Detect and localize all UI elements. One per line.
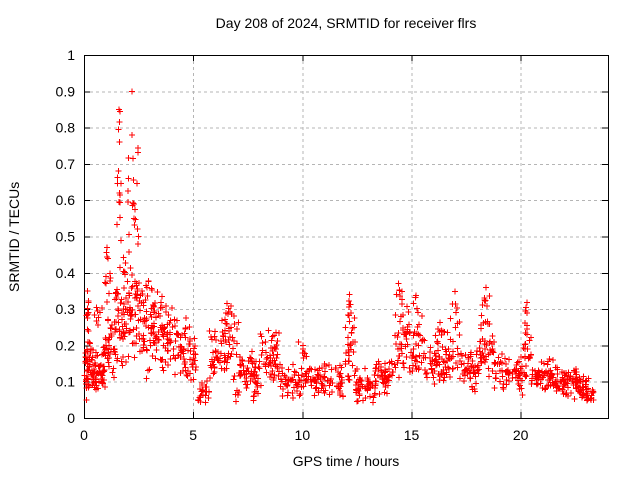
x-tick-label: 5 (189, 427, 197, 443)
y-tick-label: 0.4 (56, 265, 76, 281)
y-tick-label: 0.1 (56, 374, 76, 390)
scatter-points (81, 88, 597, 406)
tick-labels: 00.10.20.30.40.50.60.70.80.910 5 10 15 20 (56, 47, 529, 443)
y-tick-label: 0.6 (56, 192, 76, 208)
x-tick-label: 15 (404, 427, 420, 443)
y-tick-label: 0.3 (56, 301, 76, 317)
y-tick-label: 0 (67, 410, 75, 426)
y-tick-label: 0.8 (56, 120, 76, 136)
x-tick-label: 20 (513, 427, 529, 443)
y-tick-label: 0.9 (56, 83, 76, 99)
x-tick-label: 10 (295, 427, 311, 443)
x-axis-title: GPS time / hours (292, 453, 400, 469)
y-tick-label: 0.5 (56, 229, 76, 245)
chart-title: Day 208 of 2024, SRMTID for receiver flr… (215, 15, 477, 31)
y-tick-label: 0.7 (56, 156, 76, 172)
y-tick-label: 0.2 (56, 337, 76, 353)
y-tick-label: 1 (67, 47, 75, 63)
x-tick-label: 0 (80, 427, 88, 443)
